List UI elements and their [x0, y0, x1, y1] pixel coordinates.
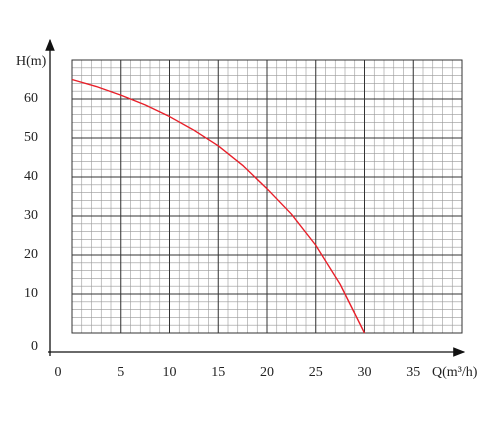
x-tick-label: 35: [406, 365, 420, 380]
x-tick-label: 0: [55, 365, 62, 380]
x-tick-label: 20: [260, 365, 274, 380]
y-tick-label: 50: [24, 130, 38, 145]
x-tick-label: 10: [163, 365, 177, 380]
x-tick-label: 5: [117, 365, 124, 380]
y-tick-label: 30: [24, 208, 38, 223]
x-tick-label: 30: [358, 365, 372, 380]
grid: [71, 59, 463, 334]
x-tick-label: 15: [211, 365, 225, 380]
y-axis-label: H(m): [16, 54, 47, 69]
y-tick-label: 20: [24, 247, 38, 262]
x-tick-label: 25: [309, 365, 323, 380]
y-tick-label: 0: [31, 339, 38, 354]
curve: [71, 78, 366, 334]
y-tick-label: 10: [24, 286, 38, 301]
x-axis-label: Q(m³/h): [432, 365, 478, 380]
y-tick-label: 60: [24, 91, 38, 106]
y-tick-label: 40: [24, 169, 38, 184]
